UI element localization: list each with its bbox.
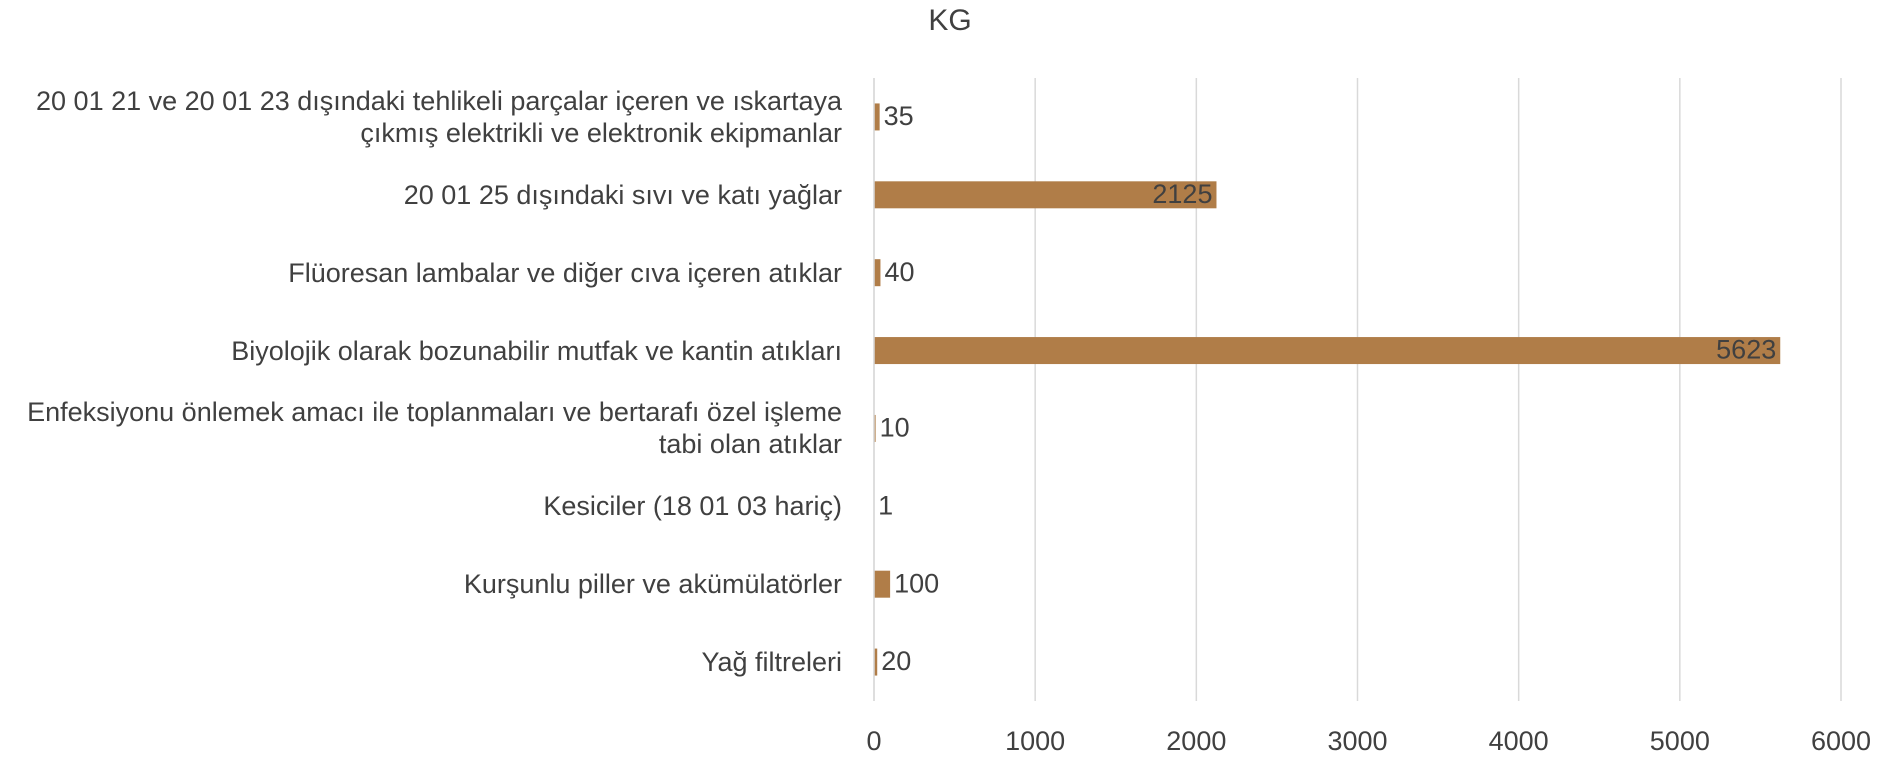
y-tick-label: Flüoresan lambalar ve diğer cıva içeren … (288, 257, 842, 288)
x-tick-label: 6000 (1811, 726, 1871, 756)
y-tick-label: Yağ filtreleri (701, 647, 842, 678)
data-label: 5623 (1716, 335, 1776, 365)
x-tick-label: 1000 (1005, 726, 1065, 756)
bar (874, 570, 891, 598)
y-tick-label: Enfeksiyonu önlemek amacı ile toplanmala… (27, 397, 842, 460)
x-tick-label: 2000 (1166, 726, 1226, 756)
data-label: 40 (884, 257, 914, 287)
chart-title: KG (928, 4, 971, 37)
x-tick-label: 3000 (1327, 726, 1387, 756)
y-tick-label: 20 01 21 ve 20 01 23 dışındaki tehlikeli… (36, 85, 842, 148)
data-label: 100 (894, 568, 939, 598)
bar (874, 103, 880, 131)
data-label: 2125 (1152, 179, 1212, 209)
data-label: 1 (878, 490, 893, 520)
y-tick-label: Kesiciler (18 01 03 hariç) (543, 491, 842, 522)
x-tick-label: 4000 (1489, 726, 1549, 756)
bar (874, 337, 1781, 365)
y-tick-label: Biyolojik olarak bozunabilir mutfak ve k… (231, 335, 842, 366)
x-tick-label: 5000 (1650, 726, 1710, 756)
x-tick-label: 0 (866, 726, 881, 756)
y-tick-label: 20 01 25 dışındaki sıvı ve katı yağlar (403, 179, 842, 210)
data-label: 20 (881, 646, 911, 676)
bar (874, 414, 876, 442)
data-label: 10 (880, 413, 910, 443)
bar (874, 259, 881, 287)
y-tick-label: Kurşunlu piller ve akümülatörler (463, 569, 842, 600)
data-label: 35 (884, 101, 914, 131)
bar (874, 648, 878, 676)
bar (874, 181, 1217, 209)
